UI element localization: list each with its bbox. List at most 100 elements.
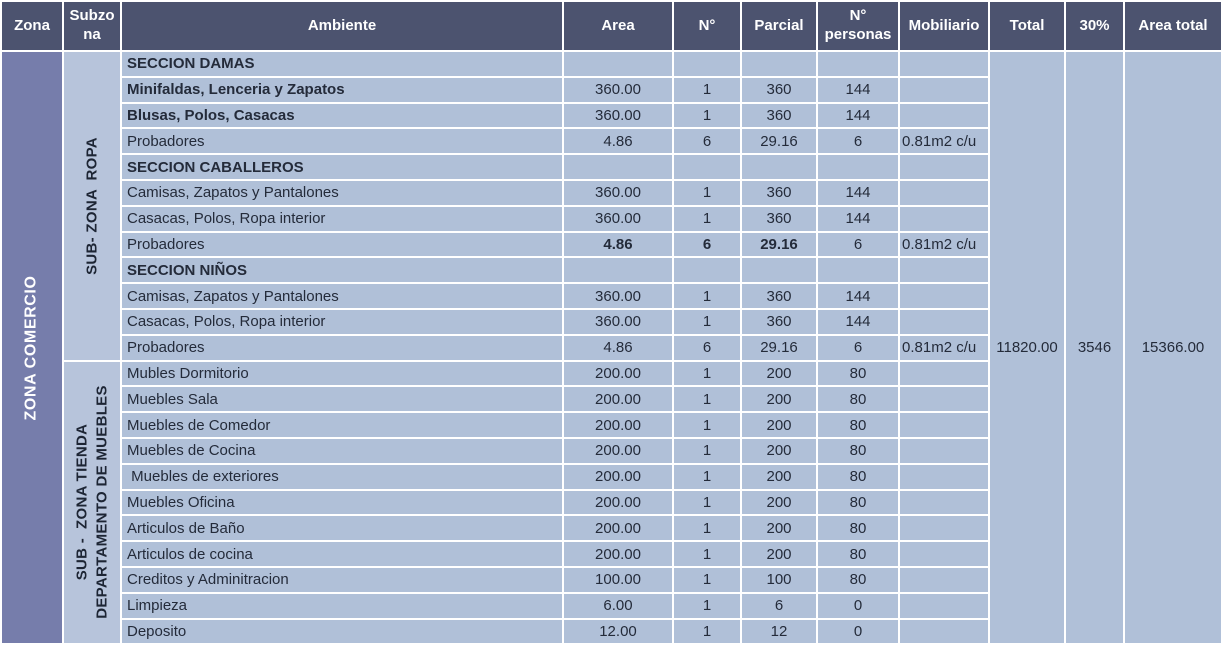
cell-ambiente: SECCION CABALLEROS [122, 155, 562, 179]
cell-parcial [742, 52, 816, 76]
col-header-mobiliario: Mobiliario [900, 2, 988, 50]
cell-n: 6 [674, 335, 740, 360]
cell-mobiliario [900, 309, 988, 334]
cell-personas [818, 52, 898, 76]
subzona-cell-tienda-muebles: SUB - ZONA TIENDA DEPARTAMENTO DE MUEBLES [64, 361, 120, 644]
cell-area: 200.00 [564, 516, 672, 541]
cell-mobiliario: 0.81m2 c/u [900, 335, 988, 360]
cell-n: 1 [674, 438, 740, 463]
cell-n: 1 [674, 180, 740, 205]
cell-parcial: 100 [742, 567, 816, 592]
cell-ambiente: Probadores [122, 335, 562, 360]
cell-mobiliario [900, 619, 988, 644]
cell-personas: 80 [818, 516, 898, 541]
cell-parcial [742, 258, 816, 283]
cell-area: 360.00 [564, 309, 672, 334]
cell-area: 360.00 [564, 206, 672, 231]
cell-mobiliario [900, 103, 988, 128]
cell-n: 1 [674, 413, 740, 437]
cell-30pct: 3546 [1066, 52, 1123, 644]
table-row: SECCION CABALLEROS [2, 155, 1221, 179]
cell-parcial: 200 [742, 413, 816, 437]
cell-personas: 80 [818, 542, 898, 566]
cell-parcial: 200 [742, 387, 816, 412]
cell-personas: 144 [818, 309, 898, 334]
cell-n [674, 52, 740, 76]
cell-n: 1 [674, 516, 740, 541]
cell-area: 360.00 [564, 103, 672, 128]
cell-n: 1 [674, 387, 740, 412]
cell-personas: 144 [818, 206, 898, 231]
cell-mobiliario [900, 516, 988, 541]
subzona-cell-tienda-muebles-line: SUB - ZONA TIENDA [73, 424, 91, 581]
cell-parcial: 6 [742, 593, 816, 618]
cell-personas: 6 [818, 335, 898, 360]
cell-area: 200.00 [564, 464, 672, 489]
table-row: Articulos de Baño 200.00 1 200 80 [2, 516, 1221, 541]
cell-ambiente: Articulos de Baño [122, 516, 562, 541]
cell-area [564, 52, 672, 76]
cell-parcial: 360 [742, 309, 816, 334]
cell-total: 11820.00 [990, 52, 1064, 644]
cell-ambiente: Minifaldas, Lenceria y Zapatos [122, 77, 562, 102]
cell-mobiliario: 0.81m2 c/u [900, 129, 988, 154]
cell-area: 100.00 [564, 567, 672, 592]
cell-personas: 144 [818, 103, 898, 128]
cell-ambiente: Casacas, Polos, Ropa interior [122, 206, 562, 231]
cell-personas [818, 155, 898, 179]
cell-personas: 80 [818, 464, 898, 489]
table-row: SECCION NIÑOS [2, 258, 1221, 283]
cell-n: 1 [674, 490, 740, 515]
table-row: Limpieza 6.00 1 6 0 [2, 593, 1221, 618]
subzona-cell-tienda-muebles-line: DEPARTAMENTO DE MUEBLES [93, 385, 110, 620]
table-row: Muebles de Cocina 200.00 1 200 80 [2, 438, 1221, 463]
cell-parcial: 200 [742, 516, 816, 541]
cell-n: 1 [674, 77, 740, 102]
col-header-zona: Zona [2, 2, 62, 50]
col-header-personas: N° personas [818, 2, 898, 50]
cell-area [564, 155, 672, 179]
table-row: Probadores 4.86 6 29.16 6 0.81m2 c/u [2, 129, 1221, 154]
cell-mobiliario [900, 361, 988, 386]
cell-n [674, 258, 740, 283]
col-header-total: Total [990, 2, 1064, 50]
cell-personas: 6 [818, 129, 898, 154]
cell-personas: 144 [818, 180, 898, 205]
cell-ambiente: Probadores [122, 232, 562, 257]
cell-area: 200.00 [564, 361, 672, 386]
col-header-numero: N° [674, 2, 740, 50]
cell-mobiliario [900, 180, 988, 205]
col-header-30pct: 30% [1066, 2, 1123, 50]
cell-parcial: 360 [742, 206, 816, 231]
col-header-parcial: Parcial [742, 2, 816, 50]
cell-personas [818, 258, 898, 283]
cell-mobiliario [900, 387, 988, 412]
cell-area: 4.86 [564, 335, 672, 360]
cell-parcial: 200 [742, 464, 816, 489]
cell-ambiente: Casacas, Polos, Ropa interior [122, 309, 562, 334]
cell-parcial [742, 155, 816, 179]
cell-parcial: 29.16 [742, 232, 816, 257]
cell-ambiente: SECCION DAMAS [122, 52, 562, 76]
cell-ambiente: Muebles de Cocina [122, 438, 562, 463]
cell-parcial: 360 [742, 103, 816, 128]
cell-mobiliario [900, 567, 988, 592]
cell-mobiliario [900, 593, 988, 618]
cell-mobiliario [900, 77, 988, 102]
cell-ambiente: Mubles Dormitorio [122, 361, 562, 386]
cell-ambiente: Muebles Oficina [122, 490, 562, 515]
cell-n [674, 155, 740, 179]
cell-parcial: 360 [742, 284, 816, 308]
zona-cell-comercio-label: ZONA COMERCIO [22, 275, 43, 420]
cell-area: 200.00 [564, 542, 672, 566]
cell-area: 200.00 [564, 387, 672, 412]
header-row: Zona Subzona Ambiente Area N° Parcial N°… [2, 2, 1221, 50]
col-header-subzona: Subzona [64, 2, 120, 50]
cell-ambiente: Articulos de cocina [122, 542, 562, 566]
cell-area: 200.00 [564, 438, 672, 463]
cell-ambiente: Limpieza [122, 593, 562, 618]
cell-ambiente: Probadores [122, 129, 562, 154]
cell-personas: 0 [818, 593, 898, 618]
